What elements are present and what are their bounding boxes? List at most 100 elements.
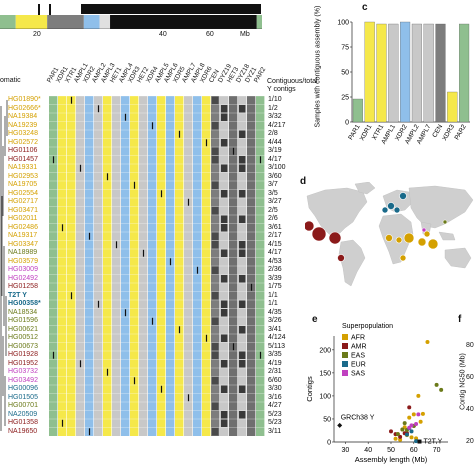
heatmap-row-count: 2/36 [268,266,282,273]
heatmap-gap-block [212,292,219,300]
heatmap-row-label: HG03347 [8,240,38,248]
chart-e-point-AMR [407,405,412,410]
panel-f-tick-20: 20 [466,438,474,445]
heatmap-row-label: HG01890* [8,96,41,103]
heatmap-gap-block [212,428,219,436]
heatmap-gap-block [221,300,228,308]
map-circle-afr-4 [395,236,403,244]
heatmap-gap-block [221,249,228,257]
heatmap-contig-break [133,377,136,385]
chart-e-point-AFR [409,435,414,440]
heatmap-gap-block [239,249,246,257]
chart-e-point-EUR [409,429,414,434]
heatmap-contig-break [160,190,163,198]
chart-e-point-EAS [395,432,400,437]
heatmap-row-count: 2/8 [268,130,278,137]
heatmap-contig-break [88,232,91,240]
heatmap-contig-break [97,105,100,113]
top-track-segment-3 [83,15,100,29]
chart-e-point-EAS [402,421,407,426]
heatmap-contig-break [232,343,235,351]
heatmap-contig-break [70,96,73,104]
heatmap-row-count: 6/60 [268,376,282,384]
heatmap-gap-block [239,130,246,138]
heatmap-row-label: HG01505 [8,393,38,401]
heatmap-row-count: 4/217 [268,121,286,129]
heatmap-row-label: HG00358* [8,300,41,307]
heatmap-row-label: HG03492 [8,376,38,384]
heatmap-contig-break [205,139,208,147]
heatmap-row-count: 4/17 [268,155,282,163]
heatmap-contig-counts: 1/10 1/2 3/32 4/217 2/8 4/44 3/19 4/17 3/100 3/60… [268,96,308,436]
heatmap-contig-break [52,351,55,359]
heatmap-row-count: 3/60 [268,172,282,180]
map-circle-eas [442,219,448,225]
south-america-shape [338,239,366,287]
heatmap-gap-block [212,266,219,274]
heatmap-contig-break [178,326,181,334]
heatmap-row-label: HG01952 [8,359,38,367]
heatmap-grid [49,96,265,436]
chart-e-legend-swatch-AMR [342,343,348,349]
heatmap-row-count: 3/7 [268,181,278,188]
heatmap-contig-break [97,300,100,308]
map-circle-sas [421,227,427,233]
chart-e-point-AFR [407,415,412,420]
heatmap-row-count: 3/11 [268,427,282,435]
heatmap-row-count: 1/2 [268,104,278,112]
heatmap-row-count: 4/27 [268,402,282,409]
chart-e-point-AFR [393,436,398,441]
heatmap-row-label: HG03732 [8,368,38,375]
heatmap-gap-block [221,113,228,121]
top-track-tick-20: 20 [33,31,41,38]
heatmap-row-count: 3/30 [268,385,282,392]
chart-e-xtick-label: 40 [364,447,372,454]
top-track-segment-4 [99,15,111,29]
chart-e-legend-swatch-AFR [342,334,348,340]
chart-e-ytick-label: 50 [323,416,331,423]
heatmap-contig-break [133,181,136,189]
heatmap-gap-block [212,96,219,104]
chart-e-legend-title: Superpopulation [342,323,393,330]
heatmap-row-count: 4/19 [268,359,282,367]
chart-e-point-AFR [418,419,423,424]
heatmap-row-count: 3/27 [268,198,282,205]
heatmap-row-count: 2/6 [268,215,278,222]
map-circle-afr-3 [417,237,427,247]
heatmap-row-label: HG02011 [8,215,38,222]
chart-e-point-AFR [398,437,403,442]
heatmap-row-count: 3/39 [268,274,282,282]
heatmap-gap-block [239,385,246,393]
top-track-black-bar [81,4,261,14]
chart-e-point-EAS [439,387,444,392]
chart-c-bar-XTR1 [376,23,387,123]
heatmap-row-label: HG02492 [8,274,38,282]
chart-e-ytick-label: 0 [327,440,331,447]
chart-e-ytick-label: 100 [319,393,331,400]
top-track: 20 40 60 Mb [0,0,262,40]
sea-islands-shape [438,231,456,241]
top-track-segment-2 [47,15,84,29]
chart-e-legend-label-EAS: EAS [351,353,365,360]
panel-f-tick-60: 60 [466,374,474,381]
heatmap-contig-break [205,334,208,342]
panel-label-e: e [312,314,318,325]
australia-shape [444,247,472,269]
heatmap-gap-block [212,232,219,240]
world-map [305,182,474,287]
heatmap-row-label: HG02554 [8,189,38,197]
heatmap-gap-block [221,360,228,368]
heatmap-row-count: 4/124 [268,334,286,341]
chart-c-ytick-label: 25 [341,95,349,102]
chart-c-bar-XDR1 [364,21,375,123]
heatmap-row-count: 4/53 [268,257,282,265]
heatmap-contig-break [142,249,145,257]
dendrogram [0,100,8,431]
heatmap-gap-block [212,377,219,385]
heatmap-row-label: HG02717 [8,198,38,205]
heatmap-gap-block [212,181,219,189]
chart-e-grch38-label: GRCh38 Y [341,414,375,421]
chart-c-ytick-label: 0 [345,120,349,127]
chart-e-t2t-label: T2T Y [424,439,443,446]
heatmap-row-count: 2/5 [268,206,278,214]
